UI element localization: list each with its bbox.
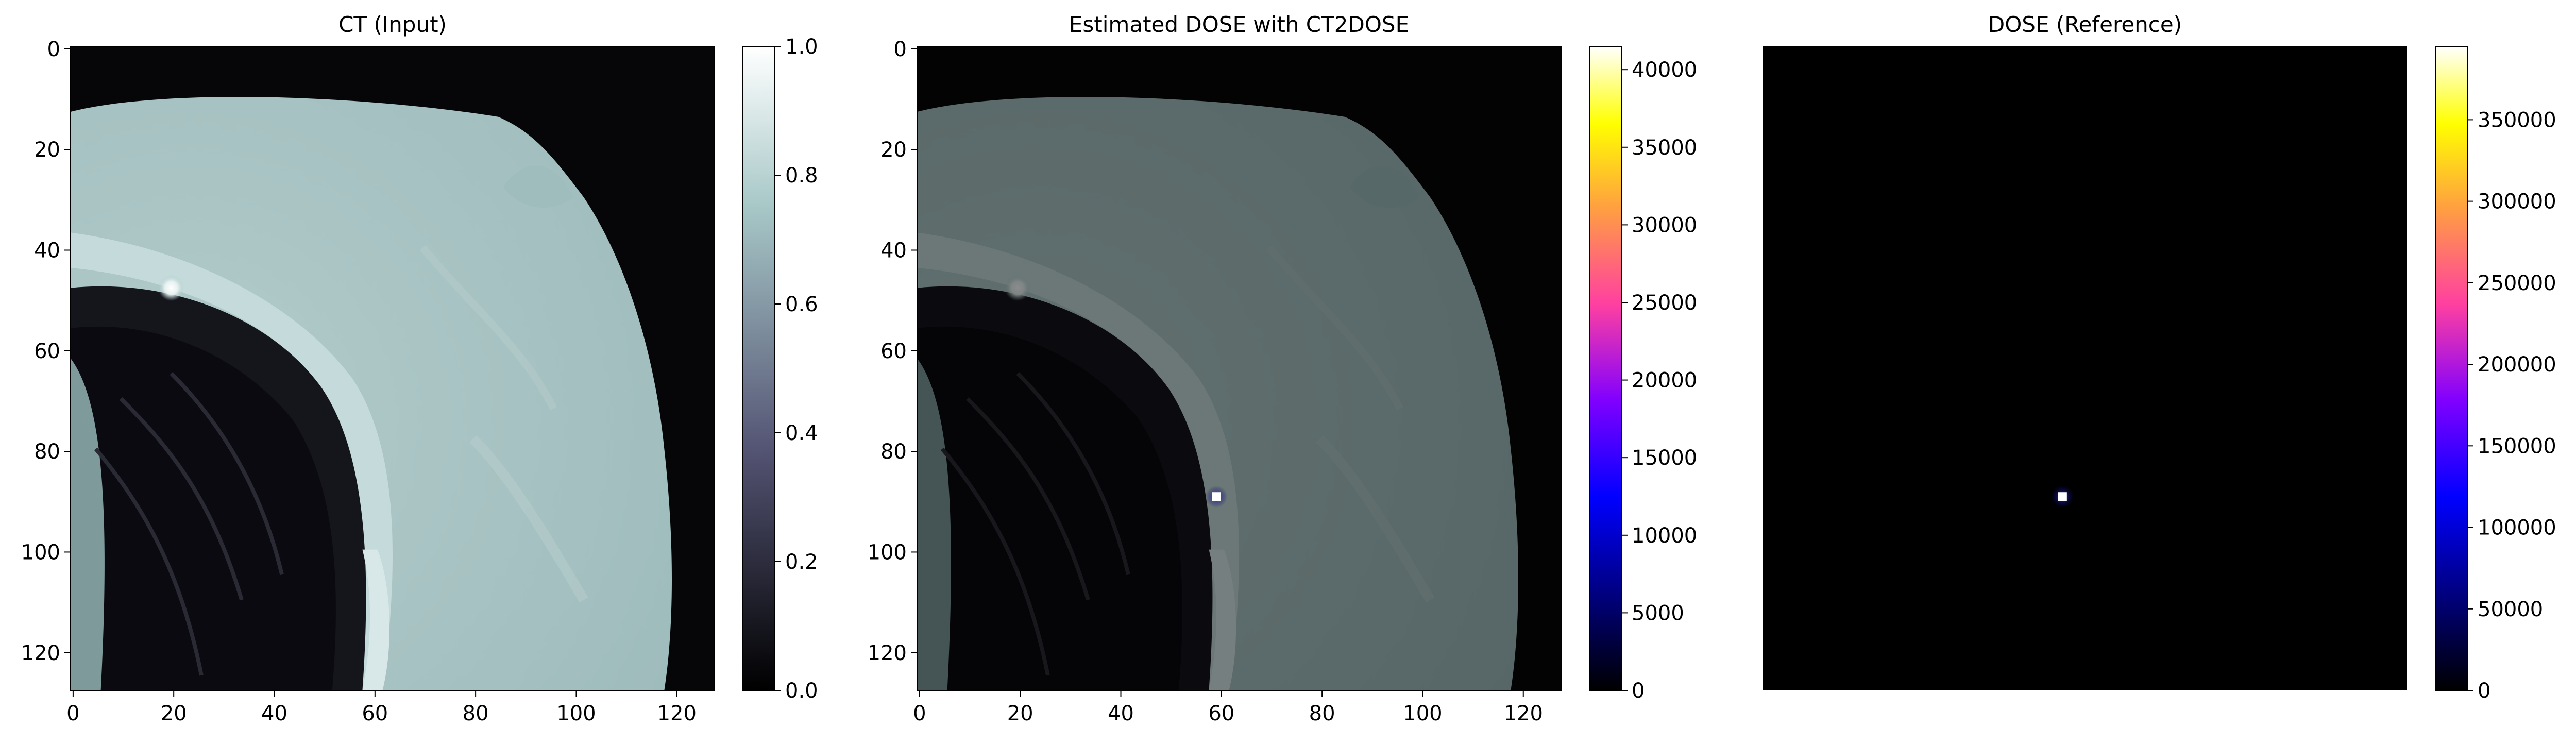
colorbar-tick-label: 30000 (1632, 213, 1697, 237)
x-tick-label: 0 (66, 702, 79, 725)
y-tick-label: 40 (34, 239, 60, 263)
y-axis: 0 20 40 60 80 100 120 (21, 38, 71, 665)
panel-title: DOSE (Reference) (1988, 12, 2182, 37)
colorbar: 0.0 0.2 0.4 0.6 0.8 1.0 (742, 35, 818, 703)
x-tick-label: 20 (1007, 702, 1033, 725)
x-tick-label: 60 (362, 702, 388, 725)
colorbar: 0 50000 100000 150000 200000 250000 300000 3500… (2435, 46, 2556, 703)
x-tick-label: 0 (913, 702, 926, 725)
panel-ct-input: CT (Input) 0 20 40 60 80 100 120 0 20 40 60 80 100 1… (21, 12, 818, 725)
colorbar: 0 5000 10000 15000 20000 25000 30000 35000 40000 (1589, 46, 1697, 703)
x-tick-label: 20 (161, 702, 187, 725)
colorbar-tick-label: 250000 (2478, 272, 2556, 295)
x-tick-label: 80 (463, 702, 489, 725)
colorbar-tick-label: 40000 (1632, 58, 1697, 82)
colorbar-tick-label: 150000 (2478, 434, 2556, 458)
colorbar-tick-label: 100000 (2478, 516, 2556, 540)
x-tick-label: 60 (1208, 702, 1234, 725)
y-tick-label: 20 (34, 138, 60, 162)
colorbar-tick-label: 0.2 (785, 550, 818, 574)
y-tick-label: 0 (894, 38, 907, 61)
y-tick-label: 0 (47, 38, 60, 61)
colorbar-tick-label: 0 (1632, 679, 1645, 703)
x-axis: 0 20 40 60 80 100 120 (66, 690, 697, 725)
colorbar-tick-label: 0.4 (785, 421, 818, 445)
y-tick-label: 60 (34, 340, 60, 363)
x-tick-label: 120 (657, 702, 697, 725)
colorbar-tick-label: 0.8 (785, 164, 818, 188)
ct-image (70, 46, 715, 691)
x-tick-label: 40 (1108, 702, 1134, 725)
panel-estimated-dose: Estimated DOSE with CT2DOSE 0 20 40 60 80 100… (868, 12, 1698, 725)
colorbar-tick-label: 1.0 (785, 35, 818, 59)
y-tick-label: 100 (868, 540, 907, 564)
panel-title: Estimated DOSE with CT2DOSE (1069, 12, 1409, 37)
x-axis: 0 20 40 60 80 100 120 (913, 690, 1543, 725)
y-tick-label: 80 (880, 440, 907, 464)
x-tick-label: 100 (1403, 702, 1442, 725)
colorbar-tick-label: 50000 (2478, 598, 2543, 621)
x-tick-label: 120 (1504, 702, 1543, 725)
estimated-dose-image (917, 46, 1562, 691)
panel-title: CT (Input) (338, 12, 447, 37)
panel-reference-dose: DOSE (Reference) 0 50000 100000 150000 20000… (1763, 12, 2556, 703)
reference-dose-image (1763, 46, 2407, 690)
y-tick-label: 20 (880, 138, 907, 162)
x-tick-label: 100 (556, 702, 596, 725)
colorbar-tick-label: 5000 (1632, 601, 1684, 625)
y-tick-label: 120 (868, 641, 907, 665)
y-tick-label: 80 (34, 440, 60, 464)
colorbar-tick-label: 10000 (1632, 524, 1697, 548)
y-axis: 0 20 40 60 80 100 120 (868, 38, 917, 665)
y-tick-label: 60 (880, 340, 907, 363)
y-tick-label: 100 (21, 540, 60, 564)
colorbar-tick-label: 0.0 (785, 679, 818, 703)
x-tick-label: 80 (1309, 702, 1335, 725)
x-tick-label: 40 (261, 702, 287, 725)
colorbar-tick-label: 300000 (2478, 190, 2556, 214)
colorbar-tick-label: 35000 (1632, 136, 1697, 160)
colorbar-tick-label: 15000 (1632, 446, 1697, 470)
colorbar-tick-label: 0 (2478, 679, 2490, 703)
colorbar-tick-label: 20000 (1632, 369, 1697, 393)
colorbar-tick-label: 0.6 (785, 293, 818, 316)
y-tick-label: 120 (21, 641, 60, 665)
colorbar-tick-label: 25000 (1632, 291, 1697, 315)
colorbar-tick-label: 350000 (2478, 108, 2556, 132)
colorbar-tick-label: 200000 (2478, 353, 2556, 377)
y-tick-label: 40 (880, 239, 907, 263)
